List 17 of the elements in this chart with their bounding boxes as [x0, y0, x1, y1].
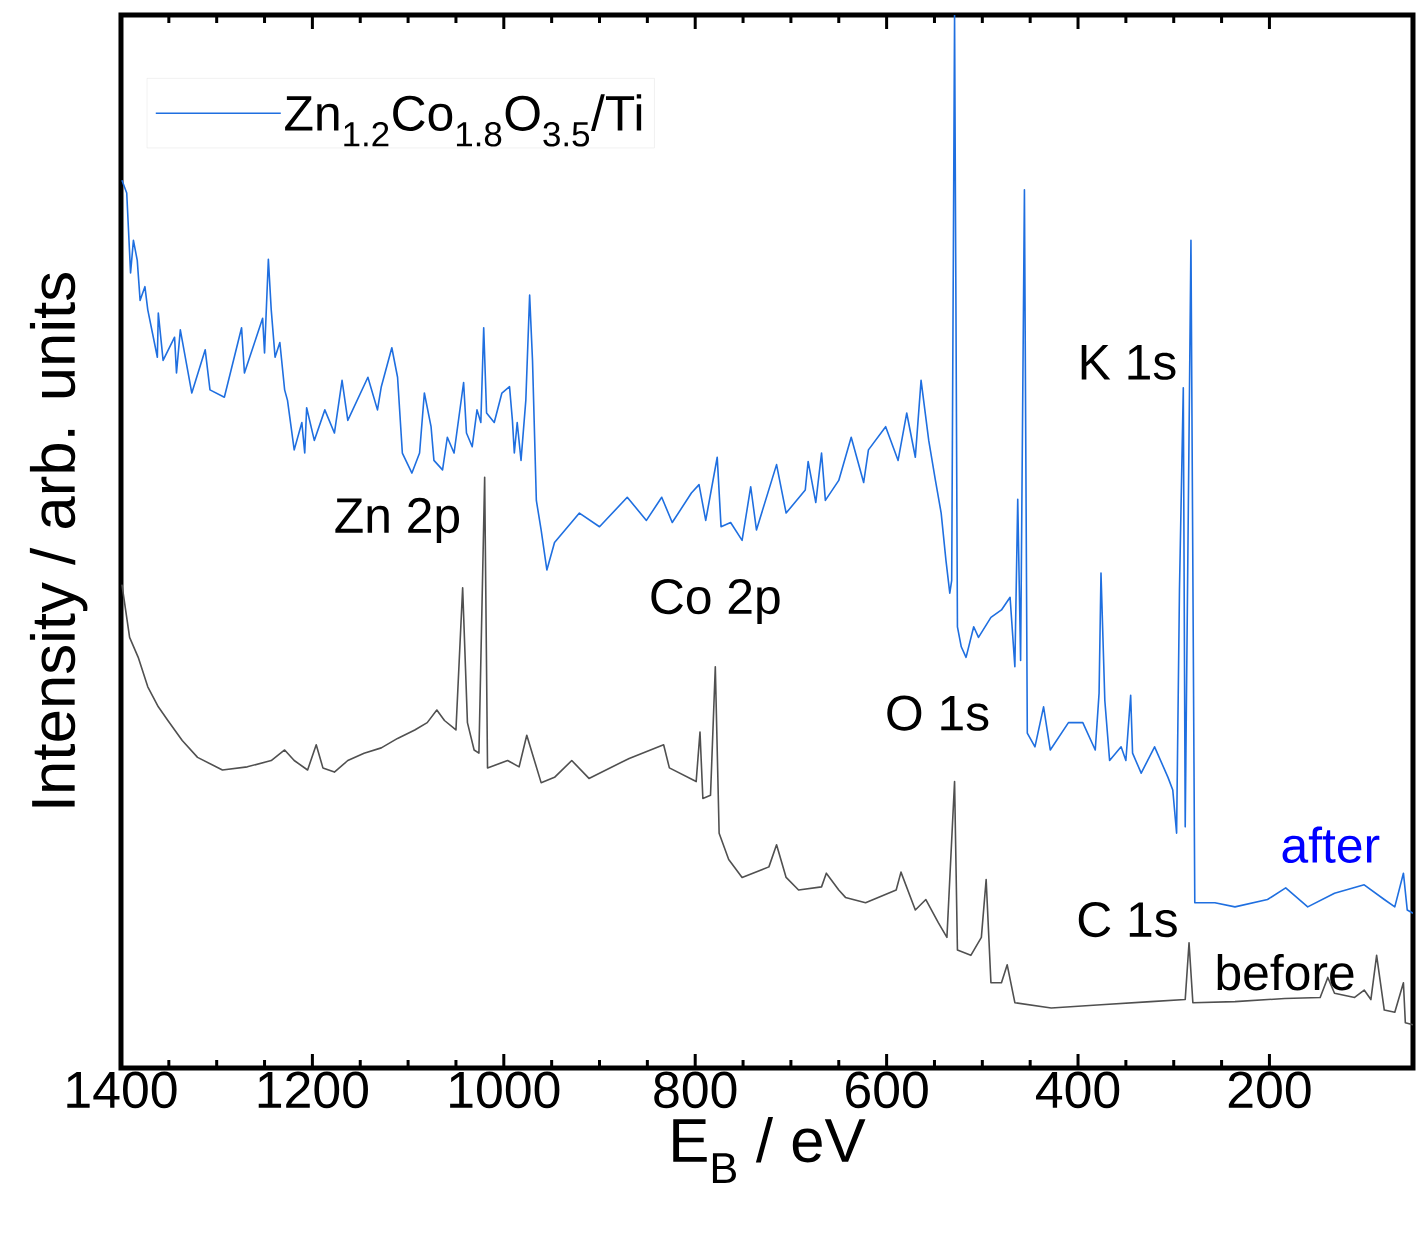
x-tick-label: 1400: [67, 1071, 177, 1109]
annotation: Zn 2p: [335, 497, 460, 543]
annotation: after: [1282, 826, 1380, 864]
annotation: before: [1217, 953, 1354, 991]
annotation: O 1s: [887, 695, 989, 731]
x-tick-label: 600: [846, 1071, 928, 1109]
annotation: C 1s: [1078, 901, 1177, 938]
x-tick-label: 800: [654, 1071, 737, 1109]
legend-label: Zn$_{1.2}$Co$_{1.8}$O$_{3.5}$/Ti: [285, 94, 642, 147]
x-axis-title: E$_{B}$ / eV: [673, 1117, 866, 1184]
x-tick-label: 200: [1228, 1071, 1311, 1109]
x-tick-label: 1000: [450, 1071, 560, 1109]
x-tick-label: 400: [1035, 1071, 1120, 1109]
x-tick-label: 1200: [258, 1071, 368, 1109]
annotation: K 1s: [1081, 345, 1176, 380]
annotation: Co 2p: [651, 578, 780, 625]
y-axis-title: Intensity / arb. units: [29, 273, 88, 807]
